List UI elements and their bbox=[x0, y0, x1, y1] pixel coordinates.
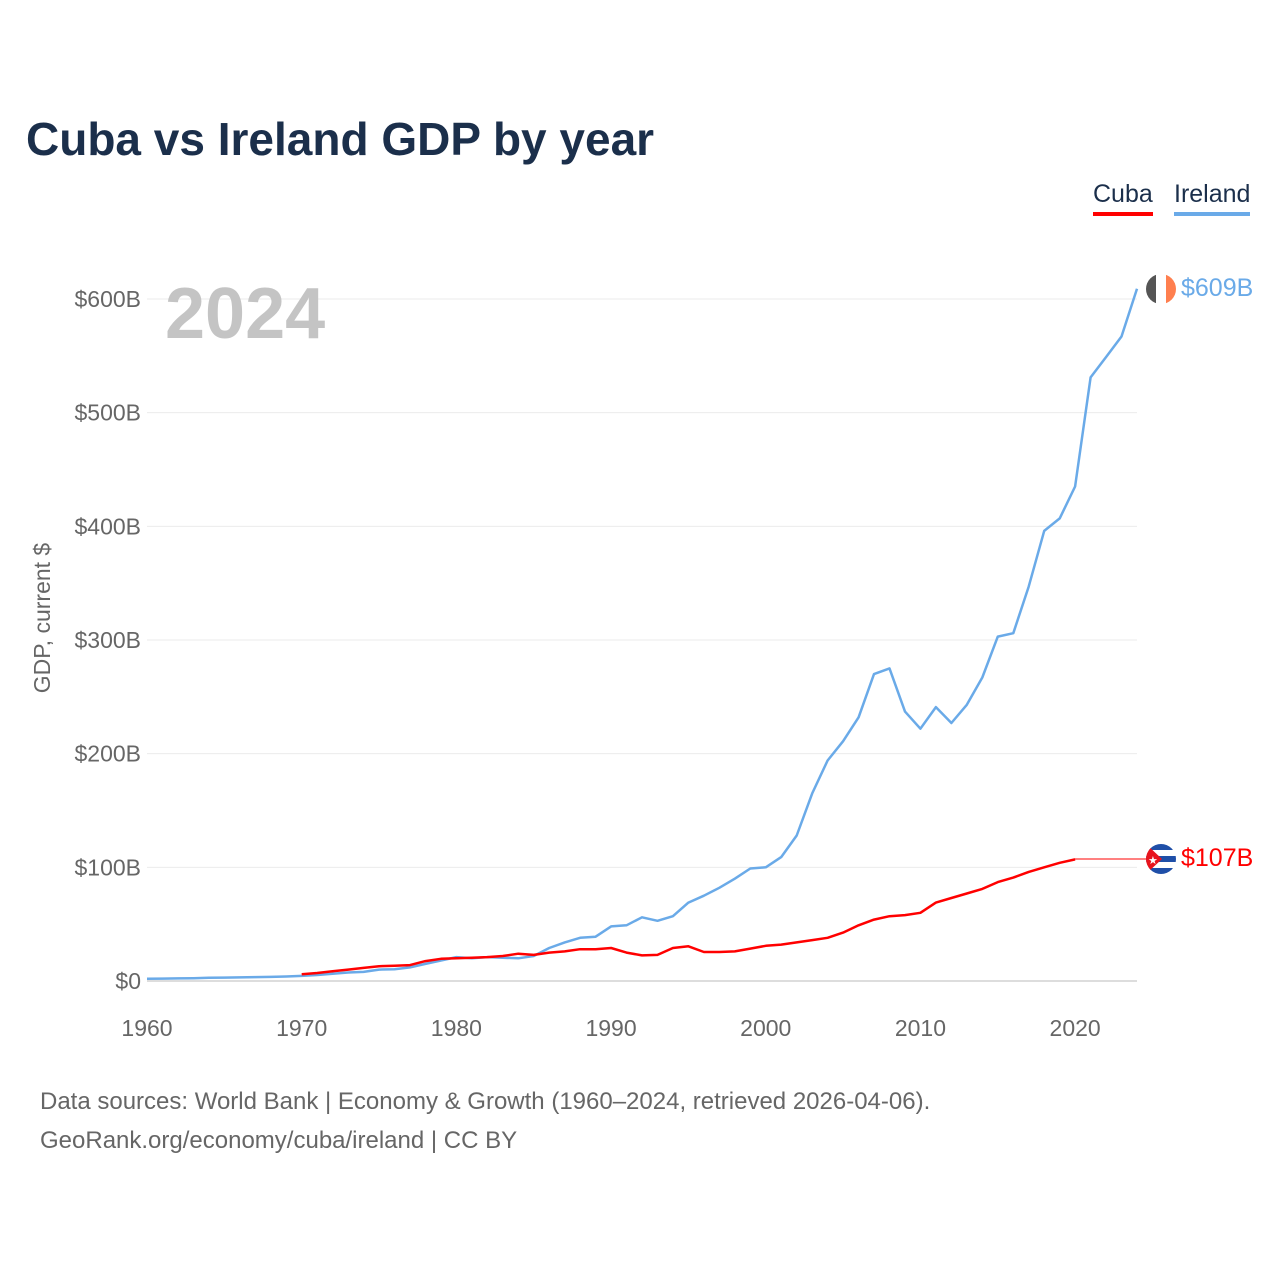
y-tick-label: $200B bbox=[74, 741, 141, 767]
source-line-2[interactable]: GeoRank.org/economy/cuba/ireland | CC BY bbox=[40, 1127, 518, 1154]
x-tick-label: 1970 bbox=[276, 1015, 327, 1041]
y-tick-label: $100B bbox=[74, 854, 141, 880]
x-tick-label: 1990 bbox=[585, 1015, 636, 1041]
source-note: Data sources: World Bank | Economy & Gro… bbox=[40, 1082, 930, 1160]
ireland-flag-icon bbox=[1146, 274, 1176, 304]
svg-text:★: ★ bbox=[1148, 855, 1158, 867]
y-tick-label: $300B bbox=[74, 627, 141, 653]
x-tick-label: 1960 bbox=[121, 1015, 172, 1041]
y-tick-label: $400B bbox=[74, 513, 141, 539]
y-axis-label: GDP, current $ bbox=[29, 543, 55, 694]
legend-item-ireland[interactable]: Ireland bbox=[1174, 180, 1251, 216]
ireland-end-label: $609B bbox=[1181, 274, 1253, 302]
legend-item-cuba[interactable]: Cuba bbox=[1093, 180, 1153, 216]
y-tick-label: $600B bbox=[74, 286, 141, 312]
y-tick-label: $0 bbox=[115, 968, 141, 994]
cuba-end-label: $107B bbox=[1181, 844, 1253, 872]
chart-title: Cuba vs Ireland GDP by year bbox=[26, 113, 655, 165]
x-tick-label: 1980 bbox=[431, 1015, 482, 1041]
year-watermark: 2024 bbox=[165, 274, 325, 354]
cuba-flag-icon: ★ bbox=[1146, 844, 1176, 874]
y-tick-label: $500B bbox=[74, 400, 141, 426]
series-line-cuba bbox=[301, 858, 1076, 976]
x-tick-label: 2020 bbox=[1050, 1015, 1101, 1041]
x-tick-label: 2010 bbox=[895, 1015, 946, 1041]
source-line-1: Data sources: World Bank | Economy & Gro… bbox=[40, 1088, 931, 1115]
x-tick-label: 2000 bbox=[740, 1015, 791, 1041]
series-line-ireland bbox=[146, 288, 1139, 980]
